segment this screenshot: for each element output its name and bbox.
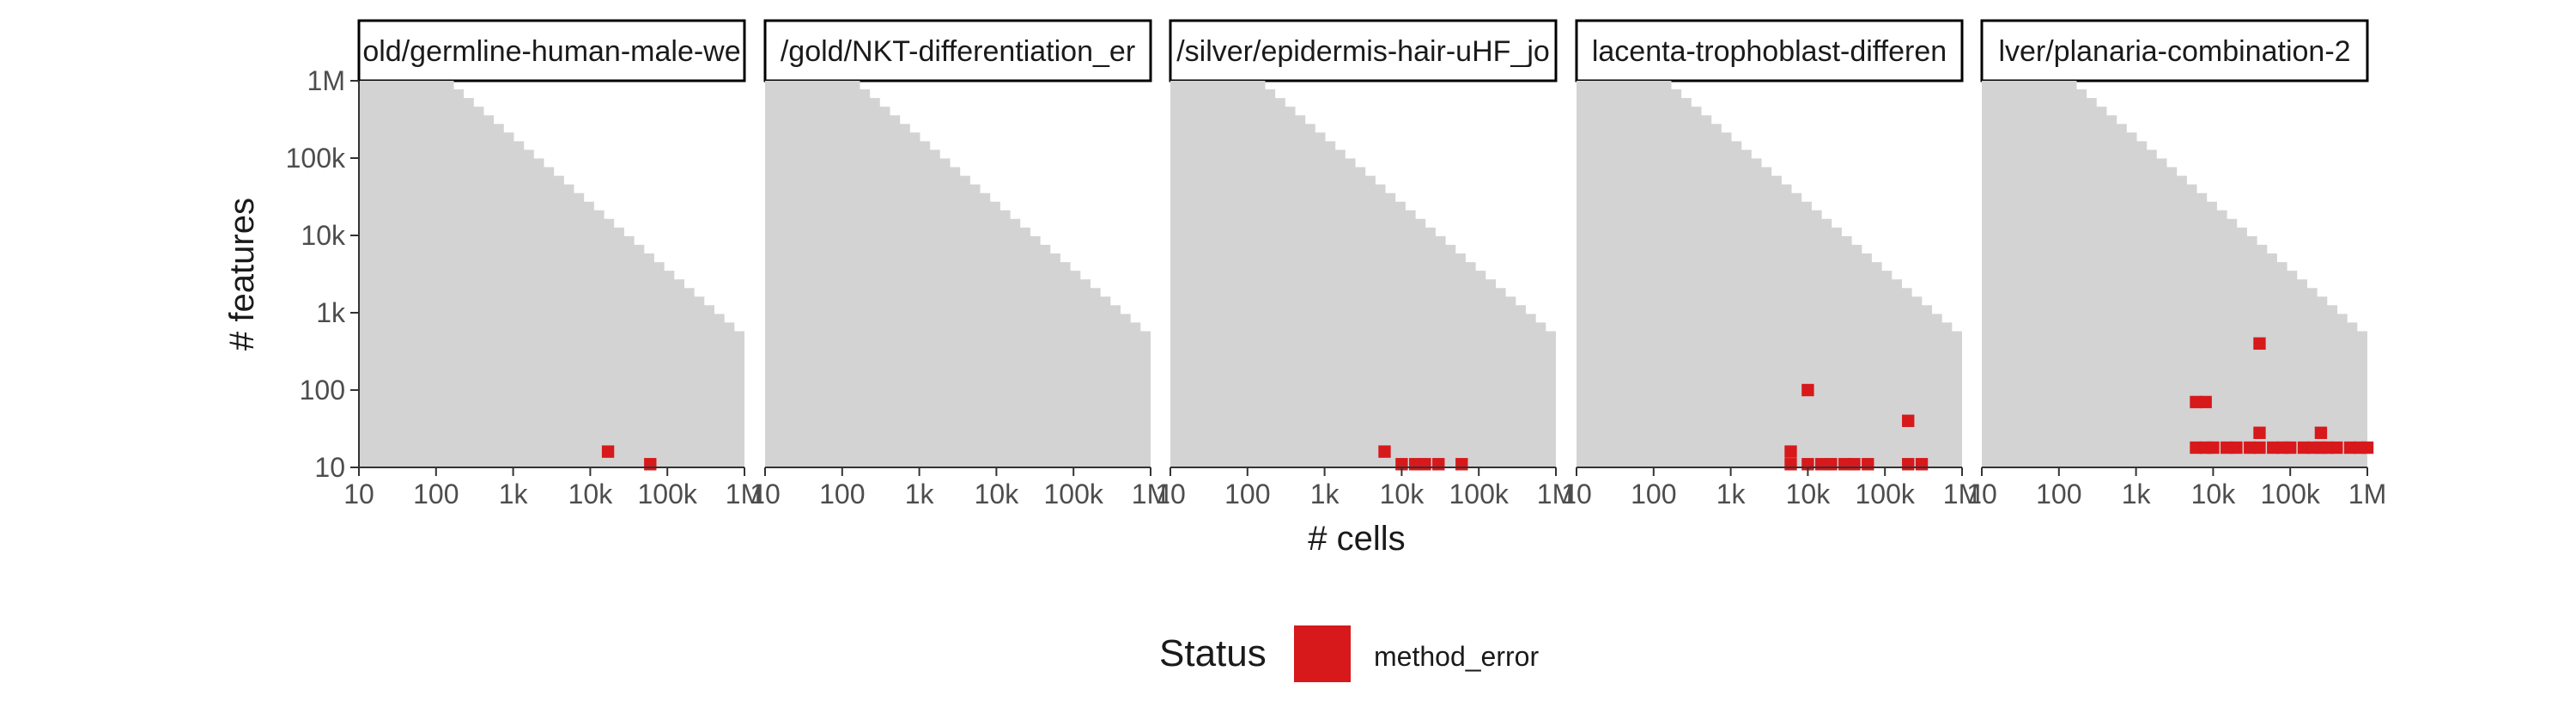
- facet-panel-2: /gold/NKT-differentiation_er 10 100 1k 10k 10…: [750, 19, 1170, 509]
- method-error-cell: [1784, 445, 1797, 458]
- x-tick-label: 1M: [1537, 479, 1575, 509]
- method-error-cell: [2244, 441, 2257, 455]
- method-error-cell: [644, 458, 657, 471]
- x-tick-label: 1k: [499, 479, 529, 509]
- legend: Status method_error: [1159, 625, 1539, 682]
- method-error-cell: [1862, 458, 1874, 471]
- facet-title: /silver/epidermis-hair-uHF_jo: [1176, 35, 1550, 68]
- method-error-cell: [2343, 441, 2357, 455]
- feasible-region: [1982, 81, 2367, 467]
- feasible-region: [1577, 81, 1962, 467]
- method-error-cell: [1848, 458, 1861, 471]
- method-error-cell: [2253, 426, 2266, 439]
- facet-title: lacenta-trophoblast-differen: [1592, 35, 1947, 68]
- x-tick-label: 100k: [2261, 479, 2321, 509]
- x-tick-label: 1M: [726, 479, 763, 509]
- method-error-cell: [2207, 441, 2220, 455]
- x-tick-label: 10k: [1786, 479, 1832, 509]
- method-error-cell: [1915, 458, 1929, 471]
- x-tick-label: 100: [2036, 479, 2081, 509]
- facet-panel-5: lver/planaria-combination-2 10 100 1k 10k 100…: [1966, 19, 2386, 509]
- x-tick-label: 1k: [1716, 479, 1747, 509]
- x-tick-label: 1k: [1310, 479, 1340, 509]
- x-tick-label: 10k: [975, 479, 1020, 509]
- facet-strip: [1980, 19, 2369, 82]
- method-error-cell: [2190, 395, 2202, 409]
- method-error-cell: [2253, 337, 2266, 351]
- method-error-cell: [2330, 441, 2343, 455]
- x-tick-label: 10: [1966, 479, 1997, 509]
- x-tick-label: 10: [750, 479, 781, 509]
- x-tick-label: 100: [819, 479, 865, 509]
- y-tick-label: 10: [314, 452, 345, 483]
- y-axis-title: # features: [223, 198, 261, 351]
- x-tick-label: 100k: [1449, 479, 1510, 509]
- method-error-cell: [1801, 383, 1814, 397]
- method-error-cell: [2221, 441, 2233, 455]
- x-axis-title: # cells: [1308, 520, 1405, 558]
- x-tick-label: 100: [413, 479, 459, 509]
- facet-strip: [357, 19, 746, 82]
- y-tick-label: 100k: [286, 143, 346, 174]
- legend-label: method_error: [1374, 641, 1539, 672]
- method-error-cell: [1432, 458, 1445, 471]
- x-tick-label: 100k: [638, 479, 698, 509]
- x-tick-label: 10k: [1380, 479, 1425, 509]
- facet-title: old/germline-human-male-we: [362, 35, 740, 68]
- x-tick-label: 10k: [2191, 479, 2237, 509]
- method-error-cell: [1902, 414, 1915, 428]
- method-error-cell: [2314, 426, 2328, 439]
- x-tick-label: 100: [1224, 479, 1270, 509]
- facet-panel-1: old/germline-human-male-we 10 100 1k 10k 100k…: [343, 19, 763, 509]
- x-tick-label: 1M: [2348, 479, 2386, 509]
- facet-title: lver/planaria-combination-2: [1998, 35, 2350, 68]
- x-tick-label: 100k: [1044, 479, 1104, 509]
- facet-panel-4: lacenta-trophoblast-differen 10 100 1k 10k 10…: [1561, 19, 1981, 509]
- method-error-cell: [2267, 441, 2280, 455]
- facet-title: /gold/NKT-differentiation_er: [781, 35, 1135, 68]
- method-error-cell: [1419, 458, 1431, 471]
- method-error-cell: [2297, 441, 2311, 455]
- y-tick-label: 10k: [301, 220, 346, 251]
- method-error-cell: [2190, 441, 2202, 455]
- feasible-region: [765, 81, 1151, 467]
- x-tick-label: 100k: [1856, 479, 1916, 509]
- method-error-cell: [2360, 441, 2374, 455]
- facet-strip: [1575, 19, 1964, 82]
- method-error-cell: [1455, 458, 1468, 471]
- method-error-cell: [2253, 441, 2266, 455]
- x-tick-label: 1M: [1132, 479, 1170, 509]
- method-error-cell: [601, 445, 615, 458]
- x-tick-label: 1k: [2122, 479, 2152, 509]
- feasible-region: [359, 81, 744, 467]
- x-tick-label: 1M: [1943, 479, 1981, 509]
- method-error-cell: [1825, 458, 1838, 471]
- facet-panel-3: /silver/epidermis-hair-uHF_jo 10 100 1k 10k 1…: [1155, 19, 1575, 509]
- x-tick-label: 1k: [905, 479, 935, 509]
- x-tick-label: 10: [343, 479, 374, 509]
- facet-strip: [1169, 19, 1558, 82]
- method-error-cell: [2199, 395, 2212, 409]
- x-tick-label: 10: [1561, 479, 1592, 509]
- legend-swatch: [1294, 625, 1351, 682]
- method-error-cell: [1378, 445, 1391, 458]
- y-tick-label: 1k: [316, 297, 346, 328]
- method-error-cell: [1902, 458, 1915, 471]
- feasible-region: [1170, 81, 1556, 467]
- y-tick-label: 100: [300, 375, 345, 406]
- x-tick-label: 10k: [568, 479, 614, 509]
- method-error-cell: [2320, 441, 2334, 455]
- x-tick-label: 100: [1631, 479, 1676, 509]
- x-tick-label: 10: [1155, 479, 1186, 509]
- method-error-cell: [2284, 441, 2297, 455]
- y-tick-label: 1M: [307, 65, 345, 96]
- method-error-cell: [1784, 458, 1797, 471]
- legend-title: Status: [1159, 632, 1267, 674]
- facet-strip: [763, 19, 1152, 82]
- method-error-cell: [2230, 441, 2243, 455]
